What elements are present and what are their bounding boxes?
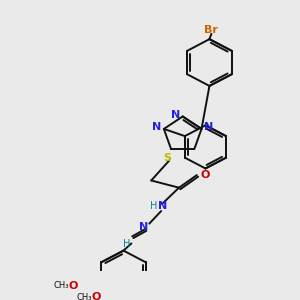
Text: H: H — [123, 239, 130, 249]
Text: Br: Br — [205, 25, 218, 35]
Text: N: N — [152, 122, 161, 132]
Text: CH₃: CH₃ — [54, 281, 69, 290]
Text: N: N — [139, 222, 148, 232]
Text: O: O — [200, 170, 209, 180]
Text: N: N — [158, 201, 168, 211]
Text: O: O — [69, 281, 78, 291]
Text: N: N — [171, 110, 180, 120]
Text: H: H — [149, 201, 157, 211]
Text: S: S — [163, 153, 171, 163]
Text: O: O — [91, 292, 101, 300]
Text: N: N — [204, 122, 213, 132]
Text: CH₃: CH₃ — [76, 293, 92, 300]
